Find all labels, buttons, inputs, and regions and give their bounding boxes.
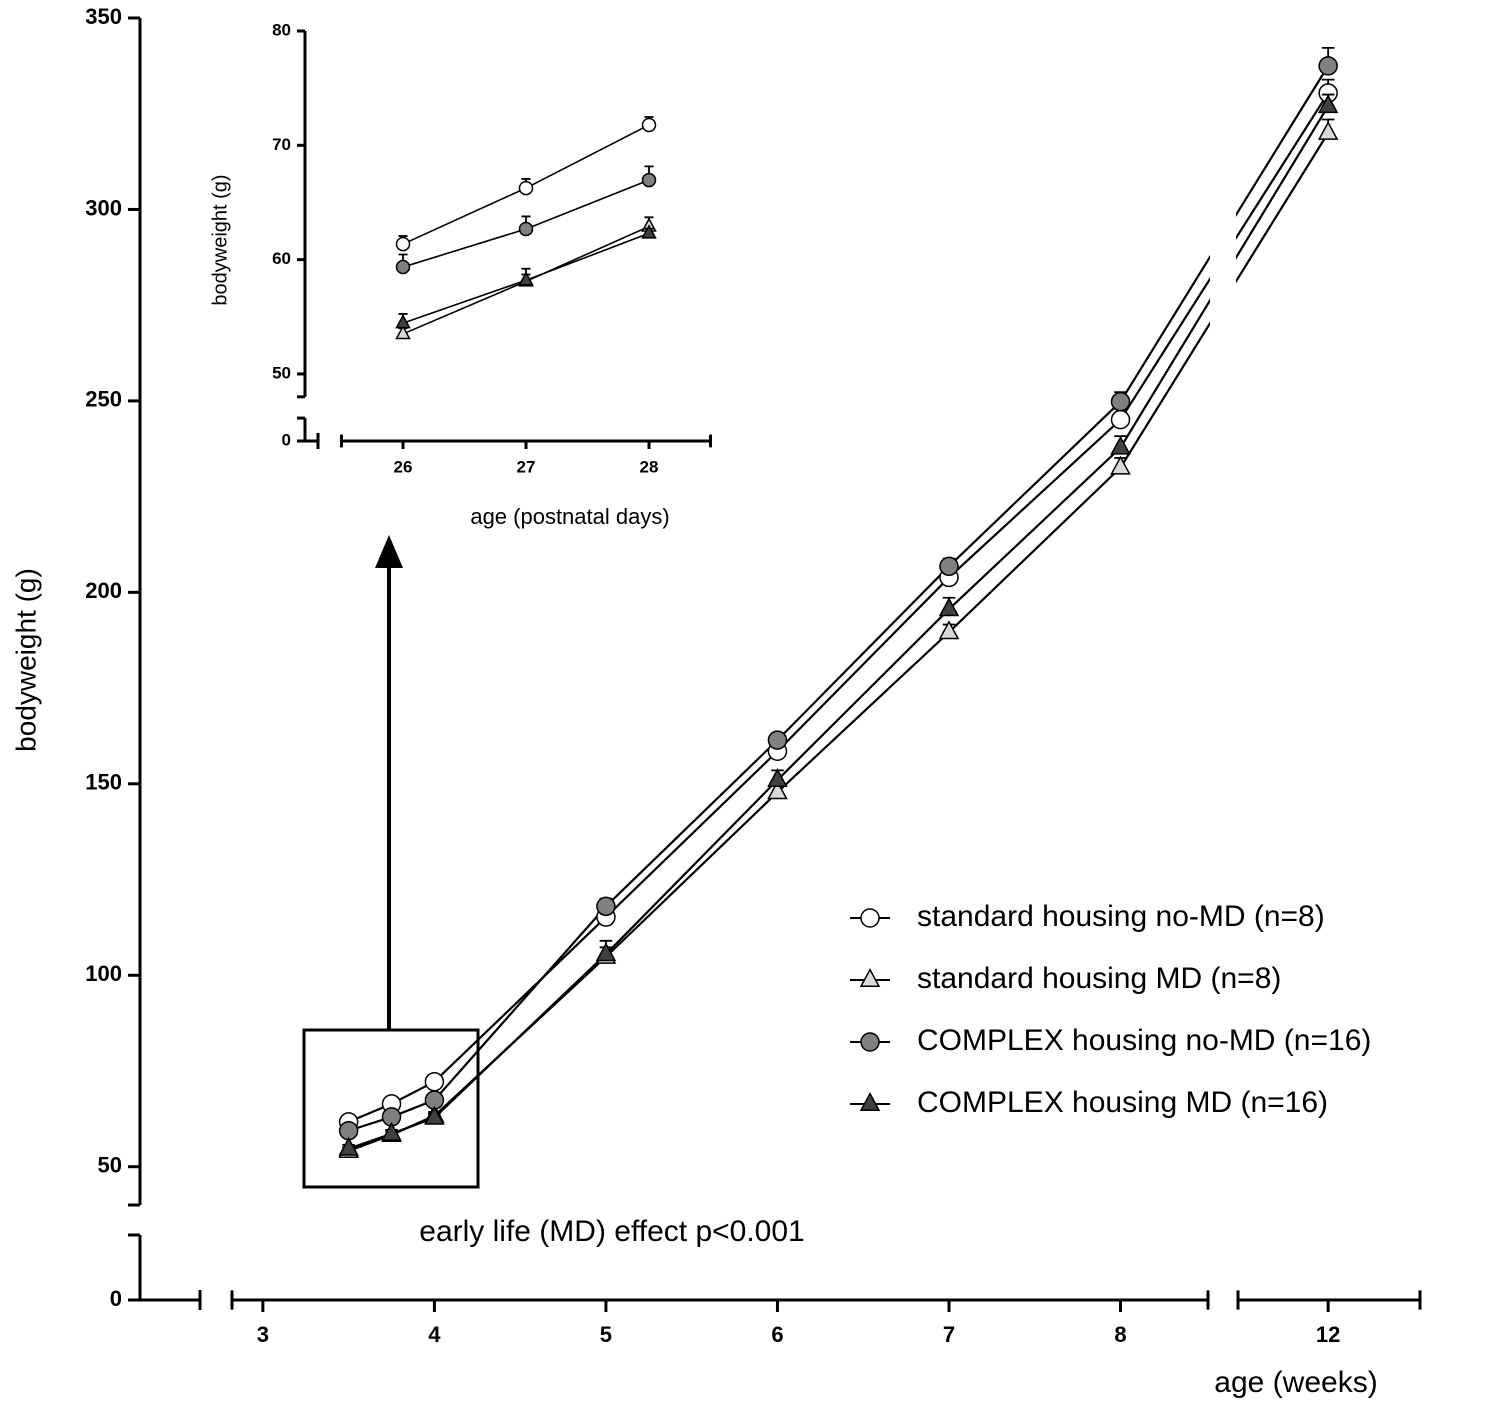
marker bbox=[1317, 120, 1339, 140]
marker bbox=[1317, 94, 1339, 114]
y-tick-label: 100 bbox=[85, 961, 122, 986]
legend-label: standard housing MD (n=8) bbox=[917, 962, 1281, 995]
y-tick-label: 60 bbox=[272, 249, 291, 268]
inset-x-axis-label: age (postnatal days) bbox=[470, 504, 669, 529]
series-line bbox=[348, 132, 1330, 1153]
marker bbox=[596, 896, 616, 917]
x-tick-label: 26 bbox=[394, 457, 413, 476]
marker bbox=[518, 271, 534, 286]
marker bbox=[424, 1105, 445, 1125]
x-axis-label: age (weeks) bbox=[1214, 1366, 1377, 1399]
x-tick-label: 12 bbox=[1316, 1322, 1340, 1347]
marker bbox=[767, 780, 788, 800]
marker bbox=[381, 1121, 402, 1141]
y-tick-label: 150 bbox=[85, 770, 122, 795]
y-tick-label: 50 bbox=[98, 1153, 122, 1178]
y-tick-label: 300 bbox=[85, 195, 122, 220]
marker bbox=[595, 942, 617, 962]
marker bbox=[1110, 409, 1131, 430]
marker bbox=[1318, 56, 1338, 76]
marker bbox=[518, 180, 534, 196]
marker bbox=[395, 236, 411, 252]
marker bbox=[938, 597, 960, 617]
y-tick-label: 250 bbox=[85, 387, 122, 412]
marker bbox=[395, 259, 411, 275]
marker bbox=[518, 221, 534, 237]
marker bbox=[859, 1092, 881, 1112]
marker bbox=[1110, 391, 1131, 412]
marker bbox=[641, 117, 657, 133]
marker bbox=[395, 324, 411, 340]
x-tick-label: 6 bbox=[771, 1322, 783, 1347]
marker bbox=[859, 968, 881, 988]
arrow-head bbox=[375, 535, 403, 568]
y-tick-label: 50 bbox=[272, 363, 291, 382]
y-tick-label: 200 bbox=[85, 578, 122, 603]
marker bbox=[860, 1032, 880, 1052]
y-axis-label: bodyweight (g) bbox=[10, 568, 41, 752]
y-tick-label: 70 bbox=[272, 135, 291, 154]
legend-label: COMPLEX housing MD (n=16) bbox=[917, 1086, 1328, 1119]
y-tick-label: 80 bbox=[272, 20, 291, 39]
series-line bbox=[348, 105, 1330, 1150]
marker bbox=[939, 556, 959, 577]
x-tick-label: 3 bbox=[257, 1322, 269, 1347]
y-tick-label: 0 bbox=[282, 430, 291, 449]
legend-label: COMPLEX housing no-MD (n=16) bbox=[917, 1024, 1371, 1057]
x-tick-label: 7 bbox=[943, 1322, 955, 1347]
y-tick-label: 0 bbox=[110, 1286, 122, 1311]
x-tick-label: 5 bbox=[600, 1322, 612, 1347]
marker bbox=[767, 730, 788, 750]
annotation: early life (MD) effect p<0.001 bbox=[419, 1215, 804, 1248]
marker bbox=[1110, 435, 1131, 455]
marker bbox=[1110, 455, 1131, 475]
axis-gap bbox=[1210, 0, 1236, 1286]
marker bbox=[641, 172, 657, 188]
marker bbox=[424, 1071, 445, 1092]
marker bbox=[338, 1136, 359, 1156]
x-tick-label: 28 bbox=[640, 457, 659, 476]
marker bbox=[395, 314, 411, 329]
legend-label: standard housing no-MD (n=8) bbox=[917, 900, 1325, 933]
x-tick-label: 4 bbox=[428, 1322, 441, 1347]
y-tick-label: 350 bbox=[85, 4, 122, 29]
marker bbox=[860, 908, 880, 928]
x-tick-label: 27 bbox=[517, 457, 536, 476]
inset-y-axis-label: bodyweight (g) bbox=[209, 174, 231, 305]
marker bbox=[938, 620, 960, 640]
marker bbox=[767, 768, 788, 788]
x-tick-label: 8 bbox=[1114, 1322, 1126, 1347]
marker bbox=[641, 224, 657, 239]
